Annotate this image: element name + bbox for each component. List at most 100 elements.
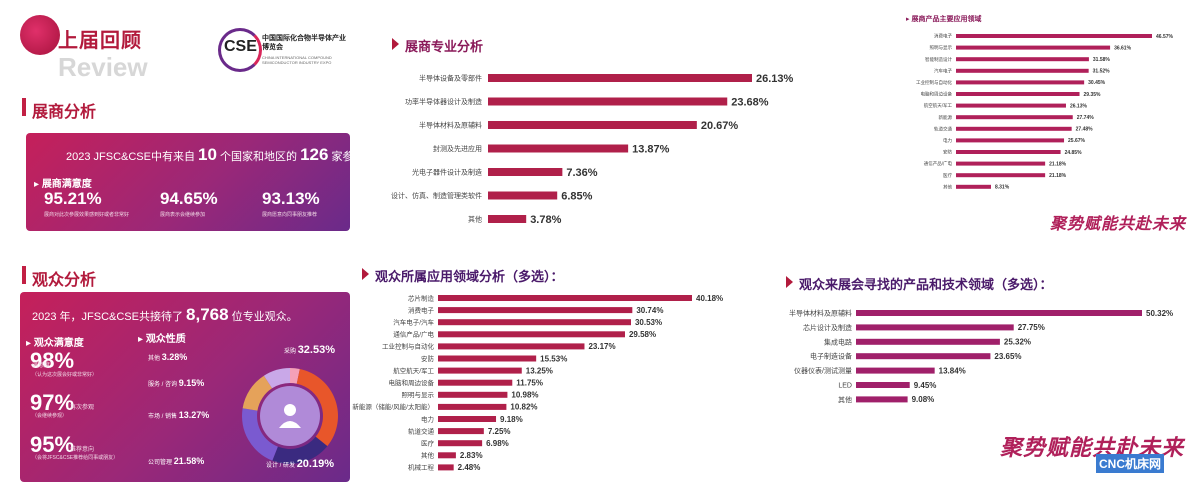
exhibitor-summary-mid: 个国家和地区的 <box>220 151 298 163</box>
chart3-bar <box>438 452 456 459</box>
audience-stat-3-label: 推荐意向 <box>70 447 95 453</box>
chart2-category-label: 汽车电子 <box>934 67 952 74</box>
chart4-bar <box>856 396 908 403</box>
exhibitor-stat-3-desc: 展商愿意向同事朋友推荐 <box>262 212 318 218</box>
chart3-category-label: 机械工程 <box>408 463 435 472</box>
chart3-bar <box>438 319 631 326</box>
audience-summary-suffix: 位专业观众。 <box>231 311 298 323</box>
chart3-title: 观众所属应用领域分析（多选）： <box>375 269 564 284</box>
chart3-category-label: 其他 <box>421 451 435 460</box>
chart3-bar <box>438 403 507 410</box>
chart4-category-label: 仪器仪表/测试测量 <box>794 366 852 375</box>
chart3-bar <box>438 343 585 350</box>
chart2-exhibitor-application: 消费电子 46.57% 照明与显示 36.61% 智能制造设计 31.58% 汽车电子 31.… <box>916 33 1174 191</box>
chart4-bar <box>856 382 910 388</box>
chart2-category-label: 安防 <box>943 149 952 156</box>
chart3-value-label: 2.48% <box>458 463 481 472</box>
chart4-category-label: LED <box>838 382 852 389</box>
chart1-value-label: 13.87% <box>632 143 670 155</box>
chart3-value-label: 10.82% <box>510 403 537 412</box>
chart3-bar <box>438 416 497 422</box>
chart3-value-label: 10.98% <box>511 391 538 400</box>
chart3-bar <box>438 331 625 338</box>
exhibitor-panel: 2023 JFSC&CSE中有来自 10 个国家和地区的 126 家参展商。 ▸… <box>26 133 387 231</box>
chart1-category-label: 设计、仿真、制造管理类软件 <box>391 191 482 200</box>
chart2-value-label: 36.61% <box>1114 45 1132 51</box>
chart2-value-label: 27.48% <box>1076 127 1094 133</box>
chart3-category-label: 汽车电子/汽车 <box>393 317 434 326</box>
chart2-value-label: 29.35% <box>1084 92 1102 98</box>
chart2-category-label: 航空航天/军工 <box>924 102 953 109</box>
chart3-category-label: 轨道交通 <box>408 426 435 435</box>
chart1-bar <box>488 168 563 176</box>
chart3-bar <box>438 379 513 386</box>
chart3-category-label: 电力 <box>421 414 434 423</box>
audience-section-bar <box>22 266 26 284</box>
audience-stat-3-value: 95% <box>30 432 75 457</box>
chart2-value-label: 21.18% <box>1049 161 1067 167</box>
logo-en-name: CHINA INTERNATIONAL COMPOUND SEMICONDUCT… <box>262 55 332 65</box>
exhibitor-summary-suffix: 家参展商。 <box>331 151 387 163</box>
chart3-value-label: 40.18% <box>696 294 723 303</box>
chart2-value-label: 27.74% <box>1077 115 1095 121</box>
donut-slice <box>242 375 273 411</box>
nature-label-rnd: 设计 / 研发 20.19% <box>266 458 334 470</box>
logo-abbr: CSE <box>224 38 257 55</box>
person-icon-head <box>284 404 296 416</box>
chart1-bar <box>488 121 697 129</box>
chart2-value-label: 31.52% <box>1093 69 1111 75</box>
audience-stat-3-desc: （会将JFSC&CSE推荐给同事或朋友） <box>32 455 119 461</box>
chart3-category-label: 工业控制与自动化 <box>382 342 435 351</box>
chart3-value-label: 11.75% <box>516 379 543 388</box>
chart1-value-label: 23.68% <box>731 96 769 108</box>
chart3-value-label: 29.58% <box>629 330 656 339</box>
nature-label-sales: 市场 / 销售 13.27% <box>148 410 210 420</box>
chart2-category-label: 智能制造设计 <box>925 56 952 63</box>
chart1-category-label: 半导体设备及零部件 <box>419 73 482 82</box>
audience-stat-1-desc: （认为这次展会好或非常好） <box>32 372 98 378</box>
audience-panel: 2023 年，JFSC&CSE共接待了 8,768 位专业观众。 ▸ 观众满意度… <box>20 292 350 482</box>
audience-nature-donut <box>242 368 339 464</box>
chart1-value-label: 6.85% <box>561 190 592 202</box>
chart2-bar <box>956 68 1089 73</box>
chart2-bar <box>956 57 1089 62</box>
chart1-bar <box>488 144 629 153</box>
chart3-title-arrow <box>362 268 369 280</box>
chart2-bar <box>956 184 991 189</box>
exhibitor-stat-3-value: 93.13% <box>262 189 320 208</box>
exhibitor-section-bar <box>22 98 26 116</box>
slogan-top: 聚势赋能共赴未来 <box>1050 216 1187 233</box>
chart2-category-label: 照明与显示 <box>930 44 953 51</box>
chart3-value-label: 13.25% <box>526 366 553 375</box>
chart4-category-label: 集成电路 <box>824 337 852 346</box>
exhibitor-summary-prefix: 2023 JFSC&CSE中有来自 <box>66 151 195 163</box>
chart3-value-label: 15.53% <box>540 354 567 363</box>
donut-slice <box>272 436 328 464</box>
chart4-value-label: 9.45% <box>914 381 937 390</box>
chart3-value-label: 7.25% <box>488 427 511 436</box>
chart2-value-label: 46.57% <box>1156 34 1174 40</box>
nature-label-service: 服务 / 咨询 9.15% <box>148 378 205 388</box>
chart1-value-label: 20.67% <box>701 120 739 132</box>
audience-summary-prefix: 2023 年，JFSC&CSE共接待了 <box>32 311 183 323</box>
exhibitor-section-title: 展商分析 <box>32 104 97 121</box>
chart4-value-label: 27.75% <box>1018 323 1045 332</box>
chart3-category-label: 通信产品/广电 <box>393 330 434 339</box>
nature-label-purchase: 采购 32.53% <box>284 344 335 356</box>
chart3-audience-application: 芯片制造 40.18% 消费电子 30.74% 汽车电子/汽车 30.53% 通信产品/广电… <box>352 293 723 472</box>
donut-slice <box>242 408 278 461</box>
exhibitor-stat-2-value: 94.65% <box>160 189 218 208</box>
exhibitor-stat-1-value: 95.21% <box>44 189 102 208</box>
chart1-category-label: 其他 <box>468 214 482 223</box>
audience-stat-2-value: 97% <box>30 390 75 415</box>
exhibitor-sat-title: ▸ 展商满意度 <box>34 179 92 190</box>
chart1-value-label: 7.36% <box>566 167 597 179</box>
chart4-title: 观众来展会寻找的产品和技术领域（多选）： <box>799 277 1053 292</box>
chart1-category-label: 封测及先进应用 <box>433 144 482 153</box>
chart2-value-label: 31.58% <box>1093 57 1111 63</box>
donut-slice <box>290 368 300 384</box>
chart2-category-label: 其他 <box>943 183 952 190</box>
chart2-value-label: 30.45% <box>1088 80 1106 86</box>
chart1-category-label: 光电子器件设计及制造 <box>412 167 482 176</box>
cse-logo: CSE 中国国际化合物半导体产业博览会 CHINA INTERNATIONAL … <box>218 28 348 72</box>
